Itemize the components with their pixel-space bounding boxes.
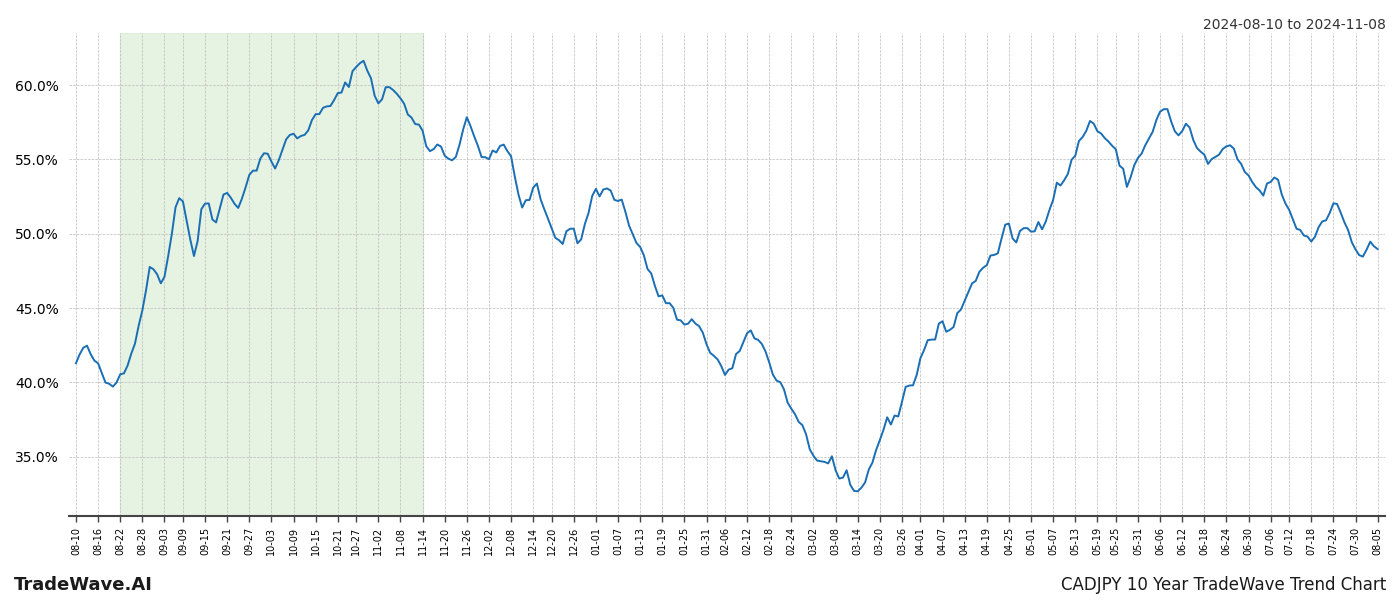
Text: CADJPY 10 Year TradeWave Trend Chart: CADJPY 10 Year TradeWave Trend Chart xyxy=(1061,576,1386,594)
Text: TradeWave.AI: TradeWave.AI xyxy=(14,576,153,594)
Bar xyxy=(120,33,423,516)
Text: 2024-08-10 to 2024-11-08: 2024-08-10 to 2024-11-08 xyxy=(1203,18,1386,32)
